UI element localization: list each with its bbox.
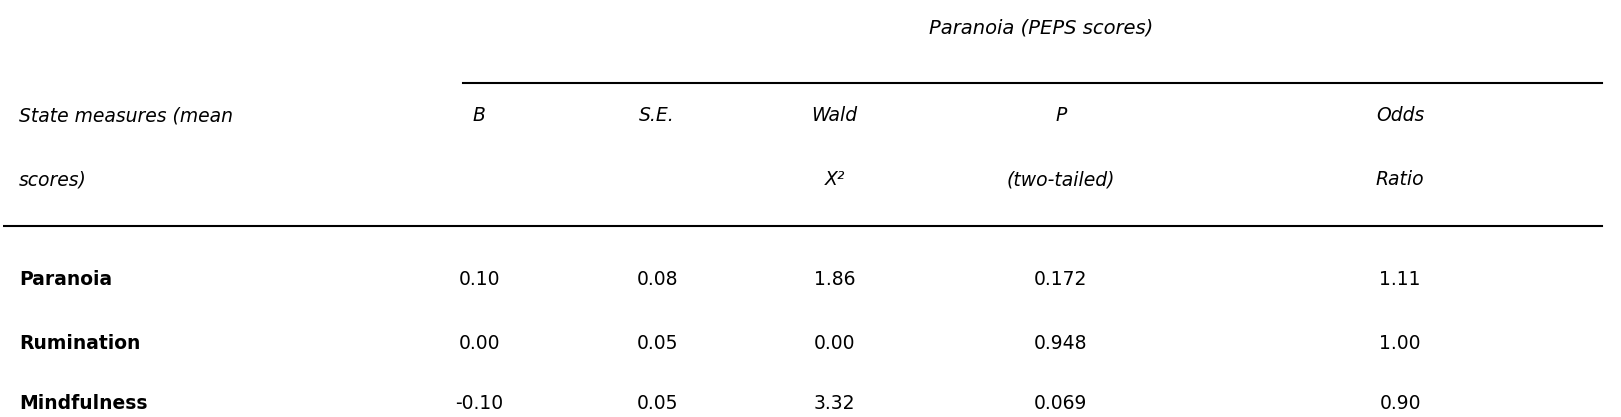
- Text: 0.069: 0.069: [1034, 394, 1088, 413]
- Text: B: B: [473, 106, 486, 126]
- Text: 1.11: 1.11: [1379, 270, 1422, 289]
- Text: P: P: [1055, 106, 1067, 126]
- Text: 0.90: 0.90: [1379, 394, 1422, 413]
- Text: Wald: Wald: [812, 106, 858, 126]
- Text: Mindfulness: Mindfulness: [19, 394, 148, 413]
- Text: 0.05: 0.05: [637, 394, 678, 413]
- Text: State measures (mean: State measures (mean: [19, 106, 233, 126]
- Text: 0.05: 0.05: [637, 334, 678, 353]
- Text: 0.00: 0.00: [459, 334, 501, 353]
- Text: 1.00: 1.00: [1379, 334, 1422, 353]
- Text: 0.172: 0.172: [1034, 270, 1088, 289]
- Text: (two-tailed): (two-tailed): [1007, 170, 1115, 189]
- Text: 1.86: 1.86: [814, 270, 856, 289]
- Text: 3.32: 3.32: [814, 394, 856, 413]
- Text: Paranoia (PEPS scores): Paranoia (PEPS scores): [929, 19, 1153, 38]
- Text: Odds: Odds: [1376, 106, 1425, 126]
- Text: S.E.: S.E.: [639, 106, 674, 126]
- Text: -0.10: -0.10: [456, 394, 504, 413]
- Text: Ratio: Ratio: [1376, 170, 1425, 189]
- Text: 0.10: 0.10: [459, 270, 501, 289]
- Text: 0.948: 0.948: [1034, 334, 1088, 353]
- Text: X²: X²: [825, 170, 845, 189]
- Text: 0.00: 0.00: [814, 334, 856, 353]
- Text: Paranoia: Paranoia: [19, 270, 112, 289]
- Text: scores): scores): [19, 170, 88, 189]
- Text: 0.08: 0.08: [637, 270, 678, 289]
- Text: Rumination: Rumination: [19, 334, 141, 353]
